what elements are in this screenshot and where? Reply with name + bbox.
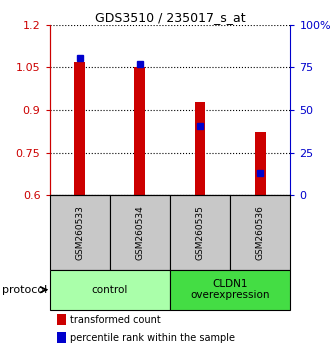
Text: GSM260534: GSM260534	[135, 205, 144, 260]
Text: protocol: protocol	[2, 285, 48, 295]
Bar	[170, 270, 290, 310]
Text: CLDN1
overexpression: CLDN1 overexpression	[190, 279, 270, 301]
Bar	[50, 270, 170, 310]
Bar	[110, 195, 170, 270]
Bar	[57, 314, 66, 325]
Bar	[134, 67, 145, 195]
Bar	[255, 132, 266, 195]
Bar	[230, 195, 290, 270]
Bar	[195, 102, 206, 195]
Text: GSM260533: GSM260533	[75, 205, 84, 260]
Title: GDS3510 / 235017_s_at: GDS3510 / 235017_s_at	[95, 11, 245, 24]
Text: percentile rank within the sample: percentile rank within the sample	[70, 333, 235, 343]
Text: GSM260536: GSM260536	[256, 205, 265, 260]
Bar	[50, 195, 110, 270]
Text: control: control	[91, 285, 128, 295]
Bar	[74, 62, 85, 195]
Bar	[57, 332, 66, 343]
Text: GSM260535: GSM260535	[196, 205, 205, 260]
Text: transformed count: transformed count	[70, 315, 161, 325]
Bar	[170, 195, 230, 270]
